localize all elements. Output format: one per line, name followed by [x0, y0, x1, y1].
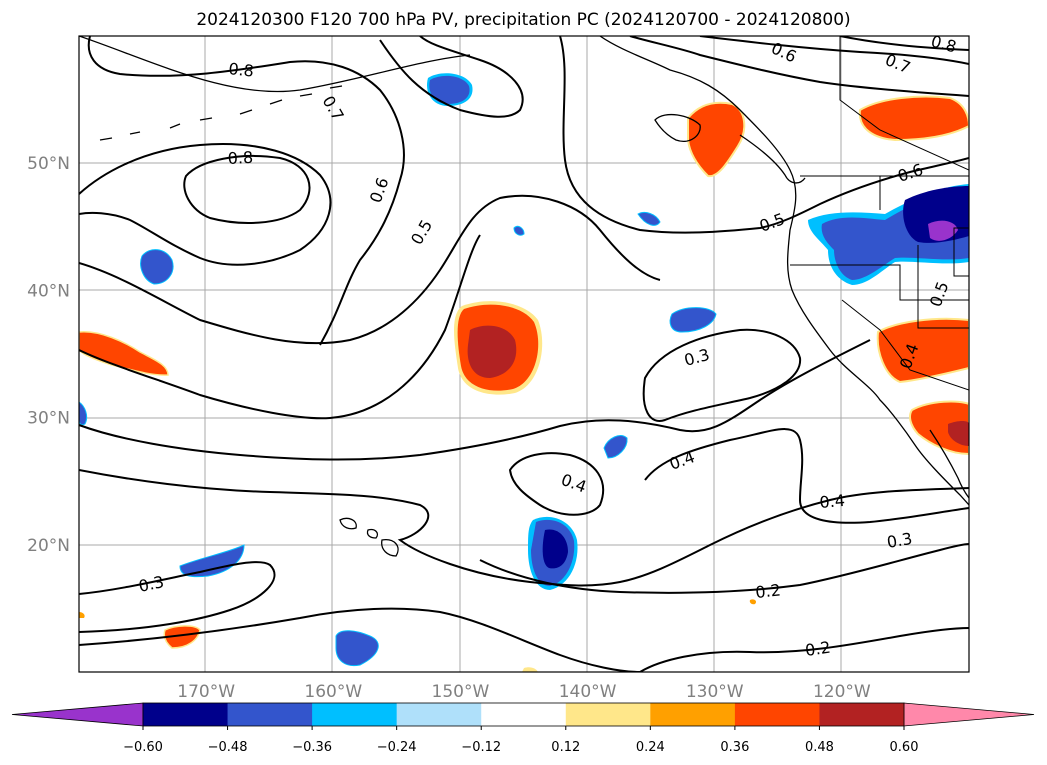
colorbar-tick-label: −0.36 — [292, 740, 332, 755]
longitude-tick-label: 130°W — [686, 682, 744, 702]
contour-label: 0.6 — [366, 175, 393, 205]
colorbar-segment — [227, 703, 313, 726]
colorbar-frame — [142, 702, 905, 727]
colorbar-tick-label: 0.60 — [890, 740, 919, 755]
colorbar-tick-label: −0.48 — [208, 740, 248, 755]
colorbar-tick-label: −0.24 — [377, 740, 417, 755]
latitude-tick-label: 30°N — [27, 409, 70, 429]
longitude-tick-labels: 170°W 160°W 150°W 140°W 130°W 120°W — [177, 682, 871, 702]
contour-label: 0.5 — [407, 216, 436, 248]
contour-label: 0.8 — [227, 148, 253, 168]
colorbar-segment — [565, 703, 651, 726]
longitude-tick-label: 160°W — [304, 682, 362, 702]
colorbar-tick-label: 0.48 — [805, 740, 834, 755]
pv-contours — [79, 36, 969, 672]
precipitation-shading — [79, 73, 969, 672]
contour-label: 0.7 — [883, 50, 914, 77]
contour-label: 0.2 — [804, 638, 832, 660]
contour-label: 0.8 — [228, 59, 255, 81]
colorbar-segment — [734, 703, 820, 726]
colorbar-extend-max — [903, 702, 1035, 727]
political-borders — [790, 36, 969, 391]
coastlines — [79, 36, 969, 557]
map-frame — [78, 35, 970, 673]
colorbar-segment — [650, 703, 736, 726]
longitude-tick-label: 150°W — [432, 682, 490, 702]
contour-label: 0.5 — [926, 279, 953, 309]
contour-labels: 0.8 0.8 0.7 0.6 0.5 0.6 0.7 0.8 0.5 0.6 … — [137, 32, 959, 660]
colorbar-segment — [481, 703, 567, 726]
contour-label: 0.4 — [819, 491, 846, 512]
contour-label: 0.2 — [754, 580, 781, 602]
colorbar-segment — [819, 703, 905, 726]
longitude-tick-label: 120°W — [813, 682, 871, 702]
contour-label: 0.6 — [895, 160, 925, 186]
map-content: 0.8 0.8 0.7 0.6 0.5 0.6 0.7 0.8 0.5 0.6 … — [79, 32, 969, 672]
longitude-tick-label: 170°W — [177, 682, 235, 702]
latitude-tick-label: 40°N — [27, 281, 70, 301]
colorbar-segment — [312, 703, 398, 726]
contour-label: 0.8 — [929, 32, 959, 57]
colorbar-tick-label: 0.24 — [636, 740, 665, 755]
map-title: 2024120300 F120 700 hPa PV, precipitatio… — [196, 10, 851, 30]
colorbar: −0.60 −0.48 −0.36 −0.24 −0.12 0.12 0.24 0.36 0.4… — [11, 702, 1035, 755]
contour-label: 0.7 — [319, 93, 348, 125]
latitude-tick-labels: 50°N 40°N 30°N 20°N — [27, 154, 70, 556]
colorbar-segment — [396, 703, 482, 726]
contour-label: 0.3 — [137, 572, 166, 596]
colorbar-tick-label: −0.12 — [461, 740, 501, 755]
contour-label: 0.3 — [682, 345, 712, 370]
colorbar-tick-label: 0.36 — [720, 740, 749, 755]
contour-label: 0.4 — [559, 470, 589, 497]
colorbar-segment — [143, 703, 229, 726]
longitude-tick-label: 140°W — [559, 682, 617, 702]
graticule — [79, 36, 969, 672]
contour-label: 0.3 — [885, 529, 913, 552]
latitude-tick-label: 50°N — [27, 154, 70, 174]
colorbar-tick-label: −0.60 — [123, 740, 163, 755]
contour-label: 0.5 — [757, 209, 787, 236]
contour-label: 0.6 — [768, 38, 799, 66]
colorbar-extend-min — [11, 702, 144, 727]
latitude-tick-label: 20°N — [27, 536, 70, 556]
colorbar-tick-label: 0.12 — [551, 740, 580, 755]
